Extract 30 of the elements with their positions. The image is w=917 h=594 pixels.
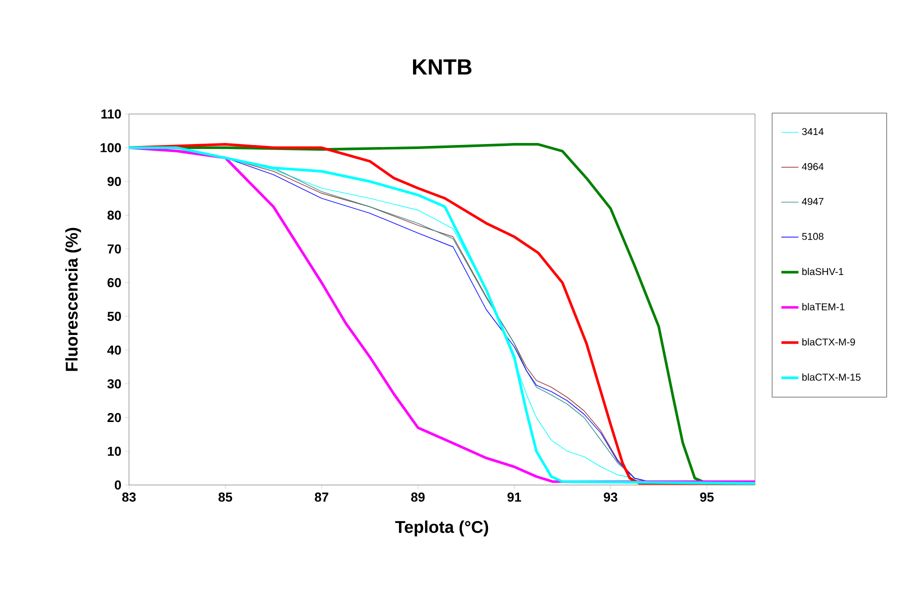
x-tick-label: 87 (314, 492, 328, 502)
y-tick-label: 10 (108, 446, 121, 456)
chart-title: KNTB (413, 59, 472, 74)
legend-label: blaTEM-1 (802, 303, 844, 310)
x-tick-label: 95 (700, 492, 714, 502)
y-tick-label: 90 (108, 176, 121, 186)
x-tick-label: 91 (507, 492, 522, 502)
x-axis-title: Teplota (°C) (395, 520, 488, 536)
x-tick-label: 89 (411, 492, 425, 502)
legend-label: 5108 (802, 232, 824, 240)
x-tick-label: 93 (604, 492, 618, 502)
legend-label: 4947 (802, 198, 824, 205)
y-tick-label: 0 (114, 480, 121, 490)
y-tick-label: 110 (101, 109, 121, 119)
y-tick-label: 20 (108, 412, 121, 422)
y-tick-label: 70 (108, 244, 121, 254)
x-tick-label: 83 (122, 492, 136, 502)
legend-label: blaCTX-M-9 (802, 338, 855, 346)
legend-label: blaCTX-M-15 (802, 373, 861, 381)
y-tick-label: 100 (100, 143, 121, 152)
y-tick-label: 60 (108, 278, 121, 288)
y-tick-label: 30 (107, 379, 121, 388)
y-tick-label: 40 (107, 346, 121, 355)
y-tick-label: 50 (107, 312, 121, 321)
x-tick-label: 85 (218, 492, 232, 502)
legend-label: blaSHV-1 (802, 268, 844, 276)
legend-label: 4964 (802, 163, 824, 170)
y-tick-label: 80 (107, 210, 121, 220)
legend-label: 3414 (802, 128, 824, 136)
y-axis-title: Fluorescencia (%) (65, 228, 82, 371)
